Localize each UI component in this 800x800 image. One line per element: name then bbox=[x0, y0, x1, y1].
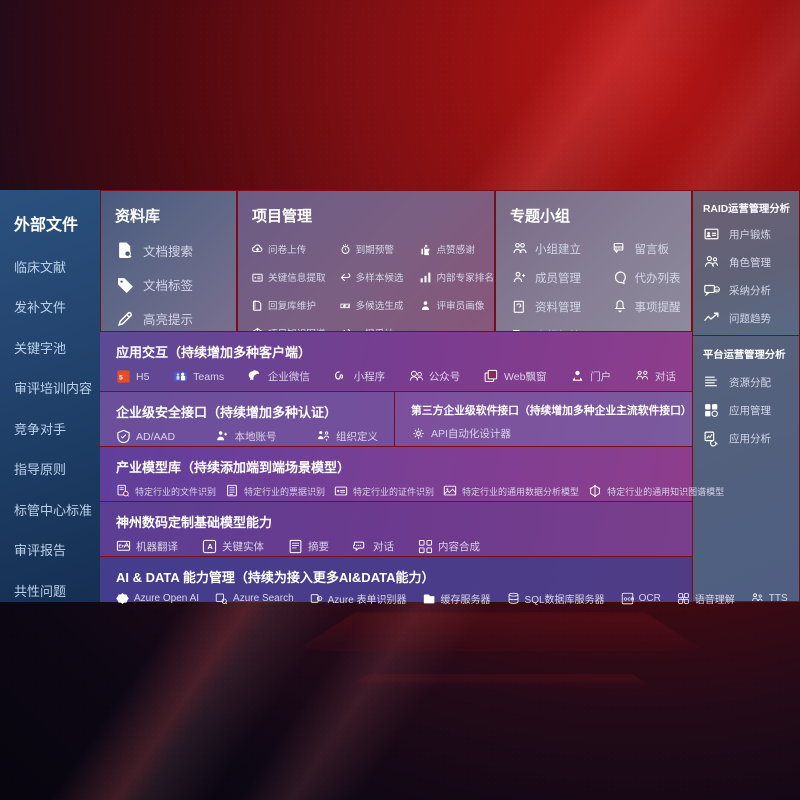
svg-text:OCR: OCR bbox=[623, 597, 633, 603]
svg-text:A: A bbox=[207, 542, 213, 551]
svg-text:En: En bbox=[119, 543, 125, 549]
svg-text:5: 5 bbox=[119, 374, 123, 381]
svg-text:BBS: BBS bbox=[614, 245, 622, 249]
svg-text:QA: QA bbox=[715, 288, 720, 292]
